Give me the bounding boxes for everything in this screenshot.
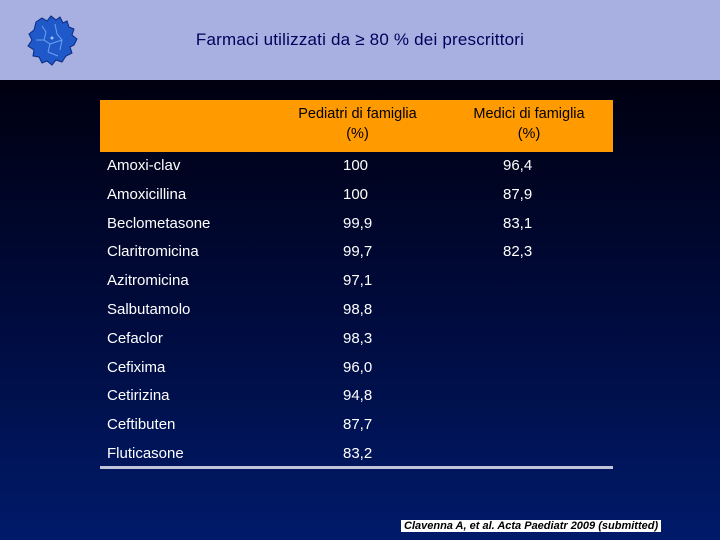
medici-value-cell: 82,3 — [503, 243, 533, 261]
drug-name-cell: Ceftibuten — [107, 416, 176, 434]
pediatri-value-cell: 98,8 — [343, 301, 373, 318]
pediatri-value-cell: 87,7 — [343, 416, 373, 434]
table-row: Cefixima 96,0 — [100, 359, 613, 388]
table-row: Azitromicina 97,1 — [100, 272, 613, 301]
pediatri-value-cell: 100 — [343, 157, 369, 174]
drug-name-cell: Claritromicina — [107, 243, 199, 261]
table-row: Beclometasone 99,9 83,1 — [100, 215, 613, 244]
column-header-medici: Medici di famiglia (%) — [445, 100, 613, 152]
pediatri-value-cell: 97,1 — [343, 272, 373, 290]
drug-name-cell: Fluticasone — [107, 445, 184, 462]
medici-value-cell: 83,1 — [503, 214, 533, 232]
column-header-line: Pediatri di famiglia — [298, 106, 417, 122]
table-row: Amoxi-clav 100 96,4 — [100, 157, 613, 186]
medici-value-cell: 96,4 — [503, 157, 533, 174]
table-row: Cetirizina 94,8 — [100, 387, 613, 416]
table-row: Fluticasone 83,2 — [100, 445, 613, 474]
pediatri-value-cell: 100 — [343, 185, 369, 203]
pediatri-value-cell: 83,2 — [343, 445, 373, 462]
lombardia-region-map-icon — [27, 15, 78, 66]
medici-value-cell: 87,9 — [503, 185, 533, 203]
table-row: Cefaclor 98,3 — [100, 330, 613, 359]
table-bottom-rule — [100, 466, 613, 469]
table-row: Amoxicillina 100 87,9 — [100, 186, 613, 215]
citation: Clavenna A, et al. Acta Paediatr 2009 (s… — [401, 520, 662, 532]
drug-name-cell: Amoxicillina — [107, 185, 187, 203]
pediatri-value-cell: 94,8 — [343, 387, 373, 405]
pediatri-value-cell: 99,9 — [343, 214, 373, 232]
slide-header: Farmaci utilizzati da ≥ 80 % dei prescri… — [0, 0, 720, 80]
page-title: Farmaci utilizzati da ≥ 80 % dei prescri… — [195, 30, 525, 49]
table-row: Salbutamolo 98,8 — [100, 301, 613, 330]
column-header-line: Medici di famiglia — [473, 106, 585, 122]
drug-name-cell: Beclometasone — [107, 214, 211, 232]
drug-name-cell: Azitromicina — [107, 272, 189, 290]
drug-name-cell: Cefaclor — [107, 329, 163, 347]
column-header-unit: (%) — [346, 126, 369, 142]
column-header-pediatri: Pediatri di famiglia (%) — [270, 100, 445, 152]
table-row: Claritromicina 99,7 82,3 — [100, 243, 613, 272]
pediatri-value-cell: 96,0 — [343, 358, 373, 376]
drug-name-cell: Cefixima — [107, 358, 166, 376]
table-header-blank-cell — [100, 100, 270, 152]
pediatri-value-cell: 99,7 — [343, 243, 373, 261]
pediatri-value-cell: 98,3 — [343, 329, 373, 347]
table-row: Ceftibuten 87,7 — [100, 416, 613, 445]
drug-name-cell: Cetirizina — [107, 387, 170, 405]
column-header-unit: (%) — [517, 126, 541, 142]
drug-name-cell: Salbutamolo — [107, 301, 191, 318]
drug-name-cell: Amoxi-clav — [107, 157, 181, 174]
